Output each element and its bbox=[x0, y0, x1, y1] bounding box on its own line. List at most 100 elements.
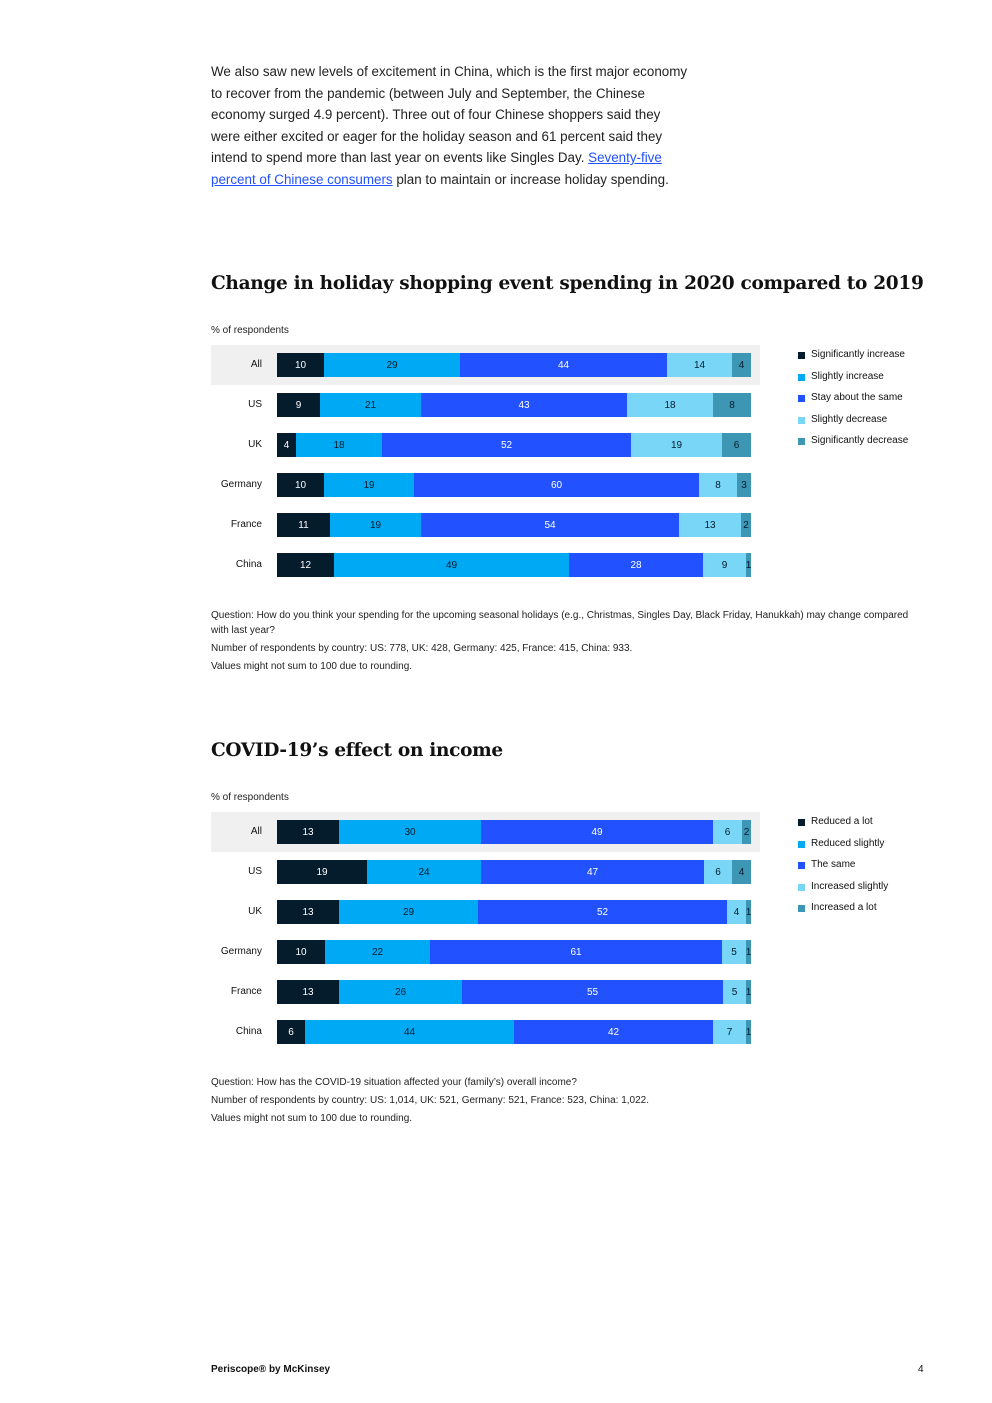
bar-row-germany: Germany 10 19 60 8 3 bbox=[211, 465, 760, 505]
bar-segment: 8 bbox=[699, 473, 737, 497]
legend-label: Slightly decrease bbox=[811, 413, 888, 425]
category-label: UK bbox=[248, 906, 262, 917]
bar-segment: 42 bbox=[514, 1020, 713, 1044]
legend-label: Slightly increase bbox=[811, 370, 884, 382]
bar-segment: 28 bbox=[569, 553, 703, 577]
bar-segment: 49 bbox=[334, 553, 569, 577]
legend-swatch bbox=[798, 438, 805, 445]
bar-row-all: All 10 29 44 14 4 bbox=[211, 345, 760, 385]
legend-label: Significantly increase bbox=[811, 349, 905, 360]
stacked-bar: 11 19 54 13 2 bbox=[277, 513, 751, 537]
holiday-spending-chart: Change in holiday shopping event spendin… bbox=[211, 273, 931, 693]
bar-row-all: All 13 30 49 6 2 bbox=[211, 812, 760, 852]
legend-swatch bbox=[798, 819, 805, 826]
bar-segment: 24 bbox=[367, 860, 481, 884]
bar-segment: 18 bbox=[296, 433, 382, 457]
bar-segment: 26 bbox=[339, 980, 462, 1004]
bar-segment: 60 bbox=[414, 473, 699, 497]
chart-ylabel: % of respondents bbox=[211, 325, 289, 336]
bar-segment: 2 bbox=[741, 513, 751, 537]
bar-segment: 9 bbox=[703, 553, 746, 577]
bar-segment: 10 bbox=[277, 353, 324, 377]
chart-note: Values might not sum to 100 due to round… bbox=[211, 1113, 413, 1124]
bar-segment: 47 bbox=[481, 860, 704, 884]
bar-row-uk: UK 13 29 52 4 1 bbox=[211, 892, 760, 932]
bar-segment: 4 bbox=[277, 433, 296, 457]
legend-swatch bbox=[798, 905, 805, 912]
bar-segment: 43 bbox=[421, 393, 627, 417]
chart-notes: Question: How do you think your spending… bbox=[211, 609, 921, 678]
bar-segment: 1 bbox=[746, 940, 751, 964]
legend-swatch bbox=[798, 416, 805, 424]
bar-segment: 4 bbox=[732, 353, 751, 377]
category-label: China bbox=[235, 559, 262, 570]
legend-label: Reduced a lot bbox=[811, 816, 873, 827]
bar-row-germany: Germany 10 22 61 5 1 bbox=[211, 932, 760, 972]
bar-segment: 6 bbox=[277, 1020, 305, 1044]
bar-segment: 5 bbox=[723, 980, 746, 1004]
legend-label: Reduced slightly bbox=[811, 837, 885, 849]
bar-segment: 29 bbox=[324, 353, 460, 377]
bar-segment: 1 bbox=[746, 980, 751, 1004]
bar-row-uk: UK 4 18 52 19 6 bbox=[211, 425, 760, 465]
chart-note: Values might not sum to 100 due to round… bbox=[211, 660, 413, 672]
category-label: Germany bbox=[220, 479, 262, 490]
legend-label: Significantly decrease bbox=[811, 435, 909, 446]
stacked-bar: 19 24 47 6 4 bbox=[277, 860, 751, 884]
bar-segment: 4 bbox=[727, 900, 746, 924]
bar-segment: 11 bbox=[277, 513, 330, 537]
bar-segment: 22 bbox=[325, 940, 430, 964]
legend-swatch bbox=[798, 883, 805, 891]
bar-row-china: China 6 44 42 7 1 bbox=[211, 1012, 760, 1052]
bar-segment: 30 bbox=[339, 820, 481, 844]
chinese-consumers-link[interactable]: Seventy-five percent of Chinese consumer… bbox=[211, 150, 662, 187]
bar-segment: 1 bbox=[746, 900, 751, 924]
bar-row-us: US 19 24 47 6 4 bbox=[211, 852, 760, 892]
bar-segment: 10 bbox=[277, 473, 324, 497]
page-number: 4 bbox=[918, 1364, 924, 1375]
bar-segment: 13 bbox=[679, 513, 741, 537]
chart-plot: All 13 30 49 6 2 US 19 24 47 6 4 UK 13 29 52 4 1 Germany 10… bbox=[211, 812, 760, 1052]
intro-text-after: plan to maintain or increase holiday spe… bbox=[392, 171, 669, 187]
bar-segment: 6 bbox=[713, 820, 742, 844]
bar-segment: 13 bbox=[277, 980, 339, 1004]
legend-swatch bbox=[798, 862, 805, 869]
income-effect-chart: COVID-19’s effect on income % of respond… bbox=[211, 740, 931, 1140]
bar-segment: 52 bbox=[382, 433, 631, 457]
legend-label: Increased slightly bbox=[811, 880, 889, 892]
category-label: US bbox=[248, 399, 262, 410]
stacked-bar: 10 22 61 5 1 bbox=[277, 940, 751, 964]
bar-segment: 19 bbox=[277, 860, 367, 884]
bar-segment: 8 bbox=[713, 393, 751, 417]
bar-segment: 61 bbox=[430, 940, 722, 964]
bar-segment: 7 bbox=[713, 1020, 746, 1044]
bar-segment: 1 bbox=[746, 1020, 751, 1044]
bar-segment: 55 bbox=[462, 980, 723, 1004]
legend-swatch bbox=[798, 352, 805, 359]
category-label: UK bbox=[248, 439, 262, 450]
bar-row-france: France 13 26 55 5 1 bbox=[211, 972, 760, 1012]
chart-ylabel: % of respondents bbox=[211, 792, 289, 803]
bar-segment: 2 bbox=[742, 820, 751, 844]
stacked-bar: 13 29 52 4 1 bbox=[277, 900, 751, 924]
bar-segment: 52 bbox=[478, 900, 727, 924]
bar-segment: 6 bbox=[704, 860, 732, 884]
category-label: All bbox=[250, 826, 262, 837]
category-label: All bbox=[250, 359, 262, 370]
bar-segment: 12 bbox=[277, 553, 334, 577]
stacked-bar: 12 49 28 9 1 bbox=[277, 553, 751, 577]
bar-segment: 6 bbox=[722, 433, 751, 457]
bar-segment: 44 bbox=[305, 1020, 514, 1044]
category-label: France bbox=[230, 519, 262, 530]
category-label: Germany bbox=[220, 946, 262, 957]
chart-plot: All 10 29 44 14 4 US 9 21 43 18 8 UK 4 18 52 19 6 Germany 1… bbox=[211, 345, 760, 585]
category-label: France bbox=[230, 986, 262, 997]
bar-segment: 19 bbox=[324, 473, 414, 497]
chart-title: Change in holiday shopping event spendin… bbox=[211, 273, 924, 294]
bar-segment: 13 bbox=[277, 820, 339, 844]
chart-note: Number of respondents by country: US: 1,… bbox=[211, 1095, 650, 1106]
category-label: US bbox=[248, 866, 262, 877]
footer-brand: Periscope® by McKinsey bbox=[211, 1364, 331, 1375]
intro-text-before: We also saw new levels of excitement in … bbox=[211, 64, 688, 165]
bar-segment: 1 bbox=[746, 553, 751, 577]
